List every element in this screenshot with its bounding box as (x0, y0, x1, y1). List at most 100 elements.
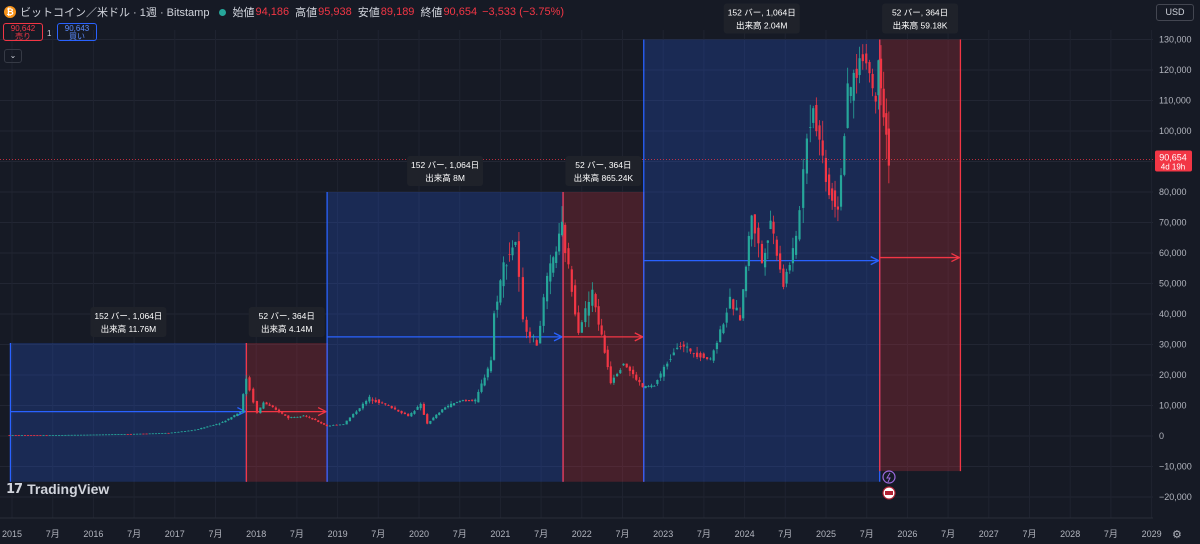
time-tick-label: 2018 (246, 529, 266, 539)
candle-body (328, 425, 331, 427)
time-tick-label: 7月 (534, 529, 548, 539)
chevron-down-icon[interactable]: ⌄ (4, 49, 22, 63)
candle-body (483, 377, 486, 386)
candle-body (170, 432, 173, 434)
range-box-1 (246, 342, 328, 482)
candle-body (203, 427, 206, 429)
range-volume-label: 出来高 4.14M (261, 324, 313, 334)
candle-body (30, 435, 33, 436)
candle-body (802, 169, 805, 208)
candle-body (846, 83, 849, 128)
candle-body (120, 434, 123, 435)
candle-body (638, 379, 641, 383)
candle-body (390, 405, 393, 409)
candle-body (284, 414, 287, 416)
candle-body (302, 415, 305, 417)
order-quantity[interactable]: 1 (47, 29, 52, 38)
time-tick-label: 2020 (409, 529, 429, 539)
candle-body (492, 313, 496, 360)
price-tick-label: 100,000 (1159, 126, 1192, 136)
currency-selector[interactable]: USD (1156, 4, 1194, 21)
candle-body (868, 62, 871, 74)
candle-body (325, 424, 328, 427)
candle-body (824, 157, 828, 182)
candle-body (95, 434, 98, 436)
buy-label: 買い (69, 32, 85, 41)
price-tick-label: 20,000 (1159, 370, 1187, 380)
candle-body (656, 379, 659, 384)
candle-body (230, 417, 233, 420)
price-tick-label: 60,000 (1159, 248, 1187, 258)
candle-body (517, 241, 521, 277)
candle-body (615, 373, 619, 377)
time-tick-label: 2021 (490, 529, 510, 539)
candle-body (467, 400, 471, 402)
candle-body (314, 418, 317, 421)
candle-body (161, 433, 164, 434)
candle-body (612, 377, 615, 383)
candle-body (45, 435, 48, 437)
open-label: 始値 (232, 7, 255, 19)
candle-body (42, 435, 45, 437)
candle-body (259, 407, 262, 414)
candle-body (86, 434, 89, 436)
range-bars-label: 152 バー, 1,064日 (728, 8, 796, 18)
candle-body (36, 435, 39, 436)
candle-body (89, 434, 92, 436)
candle-body (58, 435, 61, 436)
candle-body (757, 227, 760, 244)
candle-body (117, 434, 120, 435)
candle-body (511, 247, 514, 256)
candle-body (320, 422, 323, 424)
tradingview-logo-icon: 𝟭𝟳 (6, 481, 23, 496)
candle-body (525, 319, 528, 332)
candle-body (154, 433, 158, 435)
candle-body (33, 435, 36, 436)
candle-body (429, 421, 432, 424)
candle-body (271, 405, 274, 408)
sell-button[interactable]: 90,642 売り (3, 23, 43, 41)
candle-body (387, 405, 390, 406)
candle-body (747, 236, 750, 266)
buy-button[interactable]: 90,643 買い (57, 23, 97, 41)
candle-body (818, 125, 821, 140)
candle-body (782, 268, 785, 287)
candle-body (815, 104, 818, 132)
candle-body (255, 401, 259, 413)
bar-countdown: 4d 19h (1161, 163, 1185, 172)
candle-body (422, 403, 425, 415)
buy-price: 90,643 (64, 24, 90, 33)
time-tick-label: 7月 (290, 529, 304, 539)
price-tick-label: 0 (1159, 431, 1164, 441)
candle-body (798, 210, 801, 240)
time-tick-label: 2027 (979, 529, 999, 539)
candle-body (631, 369, 635, 375)
candle-body (738, 315, 742, 321)
candle-body (104, 434, 108, 436)
close-label: 終値 (420, 7, 443, 19)
candle-body (438, 412, 441, 415)
candle-body (477, 391, 480, 403)
time-tick-label: 7月 (46, 529, 60, 539)
candle-body (70, 434, 73, 436)
candle-body (505, 265, 508, 267)
candle-body (377, 399, 381, 403)
price-tick-label: 10,000 (1159, 401, 1187, 411)
candle-body (539, 325, 542, 344)
time-tick-label: 2029 (1142, 529, 1162, 539)
candle-body (221, 422, 224, 423)
candle-body (682, 344, 685, 347)
range-label-box (90, 306, 167, 337)
candle-body (882, 88, 885, 118)
candle-body (173, 432, 177, 434)
gear-icon[interactable]: ⚙ (1172, 529, 1182, 541)
candle-body (855, 68, 858, 78)
candle-body (619, 370, 622, 374)
lightning-icon (882, 470, 896, 484)
symbol-title[interactable]: ビットコイン／米ドル · 1週 · Bitstamp (20, 7, 210, 19)
candle-body (458, 401, 462, 403)
candle-body (779, 253, 782, 270)
candle-body (474, 399, 477, 402)
candle-body (577, 312, 580, 333)
